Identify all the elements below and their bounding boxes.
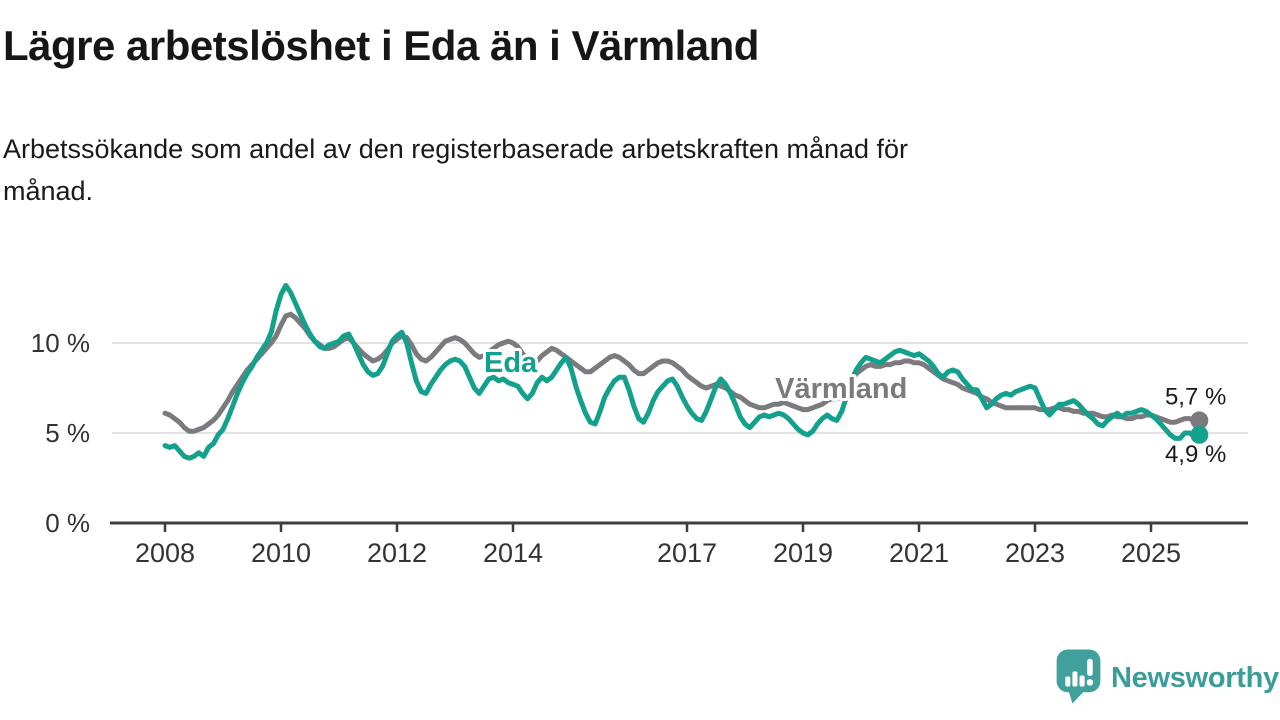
chart-subtitle: Arbetssökande som andel av den registerb… xyxy=(3,134,909,206)
x-tick-label: 2023 xyxy=(1005,538,1065,568)
exclamation-bar xyxy=(1087,658,1093,676)
x-tick-label: 2014 xyxy=(483,538,543,568)
x-tick-label: 2010 xyxy=(251,538,311,568)
x-tick-label: 2021 xyxy=(889,538,949,568)
bar-1 xyxy=(1065,676,1071,687)
series-line-värmland xyxy=(162,311,1202,434)
eda-end-value: 4,9 % xyxy=(1165,441,1226,468)
bubble-shape xyxy=(1056,649,1101,693)
x-tick-label: 2025 xyxy=(1121,538,1181,568)
y-tick-label: 0 % xyxy=(45,508,90,538)
exclamation-dot xyxy=(1086,679,1094,686)
y-tick-label: 10 % xyxy=(31,328,90,358)
bar-3 xyxy=(1079,675,1085,687)
x-tick-label: 2008 xyxy=(135,538,195,568)
newsworthy-logo: Newsworthy xyxy=(1055,648,1279,705)
line-chart: 2008 2010 2012 2014 2017 2019 2021 2023 2025 0 % 5… xyxy=(31,282,1248,568)
eda-end-dot xyxy=(1190,425,1209,444)
series-label-eda: Eda xyxy=(484,347,538,379)
bar-2 xyxy=(1072,671,1078,687)
newsworthy-bubble-icon xyxy=(1056,649,1101,704)
värmland-end-value: 5,7 % xyxy=(1165,383,1226,410)
x-tick-label: 2017 xyxy=(657,538,717,568)
bubble-tail xyxy=(1068,689,1085,704)
series-line-eda xyxy=(162,282,1202,461)
page-title: Lägre arbetslöshet i Eda än i Värmland xyxy=(3,22,759,69)
series-label-värmland: Värmland xyxy=(775,373,907,405)
x-tick-label: 2012 xyxy=(367,538,427,568)
y-tick-label: 5 % xyxy=(45,418,90,448)
värmland-end-dot xyxy=(1190,411,1209,430)
newsworthy-wordmark: Newsworthy xyxy=(1111,662,1279,694)
x-tick-label: 2019 xyxy=(773,538,833,568)
